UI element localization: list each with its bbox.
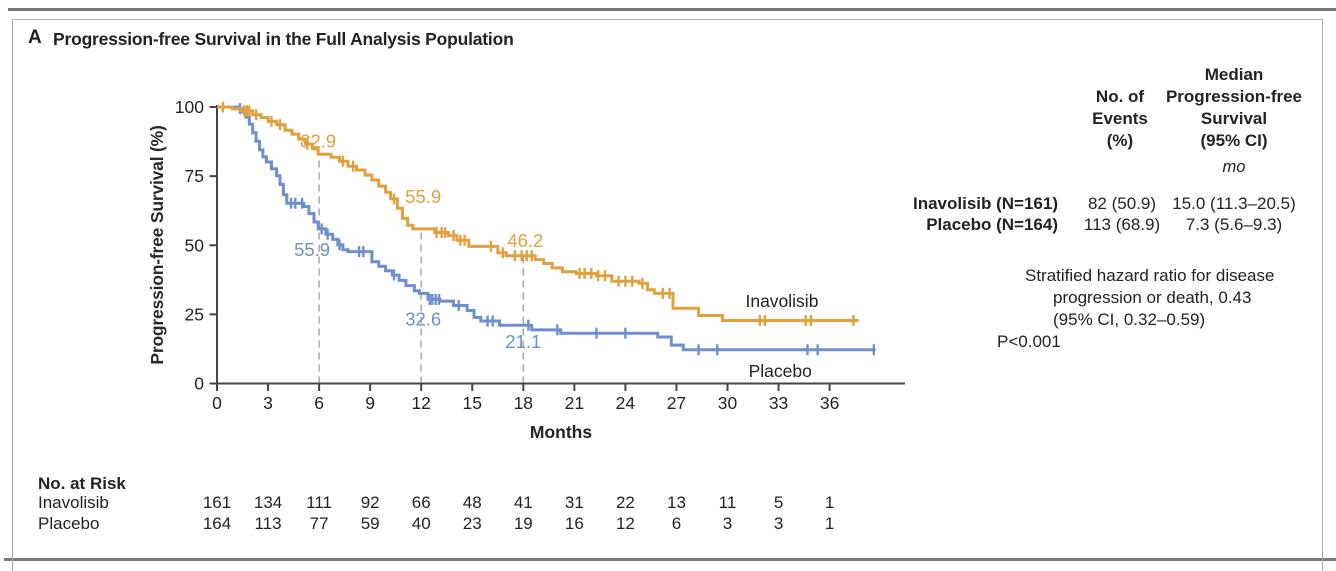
risk-count: 41 bbox=[514, 493, 533, 512]
km-curve-placebo bbox=[217, 105, 876, 352]
top-rule bbox=[8, 8, 1336, 11]
x-tick-label: 12 bbox=[411, 393, 430, 413]
unit-label-mo: mo bbox=[1222, 158, 1246, 176]
risk-count: 11 bbox=[719, 493, 737, 512]
risk-count: 134 bbox=[254, 493, 282, 512]
y-tick-label: 25 bbox=[185, 304, 204, 324]
summary-median-placebo: 7.3 (5.6–9.3) bbox=[1185, 215, 1283, 234]
y-tick-label: 100 bbox=[175, 97, 204, 117]
risk-count: 1 bbox=[825, 514, 834, 533]
panel-letter: A bbox=[28, 27, 42, 48]
landmark-annotation-inavolisib: 82.9 bbox=[300, 130, 336, 151]
summary-row-label-placebo: Placebo (N=164) bbox=[926, 215, 1058, 234]
y-tick-label: 75 bbox=[185, 166, 204, 186]
panel-border bbox=[12, 19, 1323, 571]
events-column-header: No. of Events (%) bbox=[1092, 87, 1148, 150]
x-tick-label: 27 bbox=[667, 393, 686, 413]
risk-count: 13 bbox=[667, 493, 686, 512]
x-axis-title: Months bbox=[530, 422, 592, 442]
x-tick-label: 18 bbox=[514, 393, 533, 413]
panel-title: Progression-free Survival in the Full An… bbox=[53, 29, 514, 49]
landmark-annotation-placebo: 21.1 bbox=[505, 331, 541, 352]
risk-row-label: Inavolisib bbox=[38, 493, 109, 512]
risk-count: 5 bbox=[774, 493, 783, 512]
hazard-line-1: Stratified hazard ratio for disease bbox=[1025, 266, 1275, 285]
x-tick-label: 0 bbox=[212, 393, 222, 413]
median-column-header: Median Progression-free Survival (95% CI… bbox=[1165, 65, 1303, 150]
risk-count: 161 bbox=[203, 493, 231, 512]
risk-count: 19 bbox=[514, 514, 533, 533]
risk-count: 3 bbox=[774, 514, 783, 533]
hazard-line-2: progression or death, 0.43 bbox=[1053, 288, 1252, 307]
bottom-rule bbox=[4, 558, 1336, 561]
x-tick-label: 3 bbox=[263, 393, 273, 413]
hazard-line-3: (95% CI, 0.32–0.59) bbox=[1053, 310, 1206, 329]
x-tick-label: 30 bbox=[718, 393, 738, 413]
risk-count: 1 bbox=[825, 493, 834, 512]
curve-label-inavolisib: Inavolisib bbox=[745, 291, 818, 311]
risk-count: 16 bbox=[565, 514, 584, 533]
summary-events-placebo: 113 (68.9) bbox=[1083, 215, 1161, 234]
p-value: P<0.001 bbox=[997, 332, 1061, 351]
risk-count: 92 bbox=[361, 493, 380, 512]
risk-count: 48 bbox=[463, 493, 482, 512]
y-tick-label: 50 bbox=[185, 235, 205, 255]
risk-count: 22 bbox=[616, 493, 635, 512]
risk-count: 3 bbox=[723, 514, 732, 533]
risk-count: 164 bbox=[203, 514, 231, 533]
risk-count: 6 bbox=[672, 514, 681, 533]
x-tick-label: 33 bbox=[769, 393, 788, 413]
summary-median-inavolisib: 15.0 (11.3–20.5) bbox=[1172, 194, 1296, 213]
x-tick-label: 9 bbox=[365, 393, 375, 413]
hazard-ratio-note: Stratified hazard ratio for disease prog… bbox=[997, 265, 1327, 353]
risk-count: 23 bbox=[463, 514, 482, 533]
x-tick-label: 21 bbox=[565, 393, 584, 413]
curve-label-placebo: Placebo bbox=[749, 361, 812, 381]
landmark-annotation-placebo: 32.6 bbox=[405, 308, 441, 329]
risk-count: 31 bbox=[565, 493, 584, 512]
risk-table-title: No. at Risk bbox=[38, 474, 126, 493]
x-tick-label: 6 bbox=[314, 393, 324, 413]
risk-count: 40 bbox=[412, 514, 431, 533]
x-tick-label: 24 bbox=[616, 393, 636, 413]
risk-count: 111 bbox=[306, 493, 332, 512]
risk-count: 59 bbox=[361, 514, 380, 533]
risk-count: 66 bbox=[412, 493, 431, 512]
landmark-annotation-placebo: 55.9 bbox=[294, 239, 330, 260]
landmark-annotation-inavolisib: 46.2 bbox=[507, 230, 543, 251]
y-tick-label: 0 bbox=[194, 374, 204, 394]
risk-row-label: Placebo bbox=[38, 514, 99, 533]
x-tick-label: 15 bbox=[463, 393, 482, 413]
summary-row-label-inavolisib: Inavolisib (N=161) bbox=[912, 194, 1058, 213]
risk-count: 113 bbox=[254, 514, 281, 533]
summary-events-inavolisib: 82 (50.9) bbox=[1087, 194, 1157, 213]
landmark-annotation-inavolisib: 55.9 bbox=[405, 186, 441, 207]
risk-count: 77 bbox=[310, 514, 329, 533]
x-tick-label: 36 bbox=[820, 393, 839, 413]
risk-count: 12 bbox=[616, 514, 635, 533]
